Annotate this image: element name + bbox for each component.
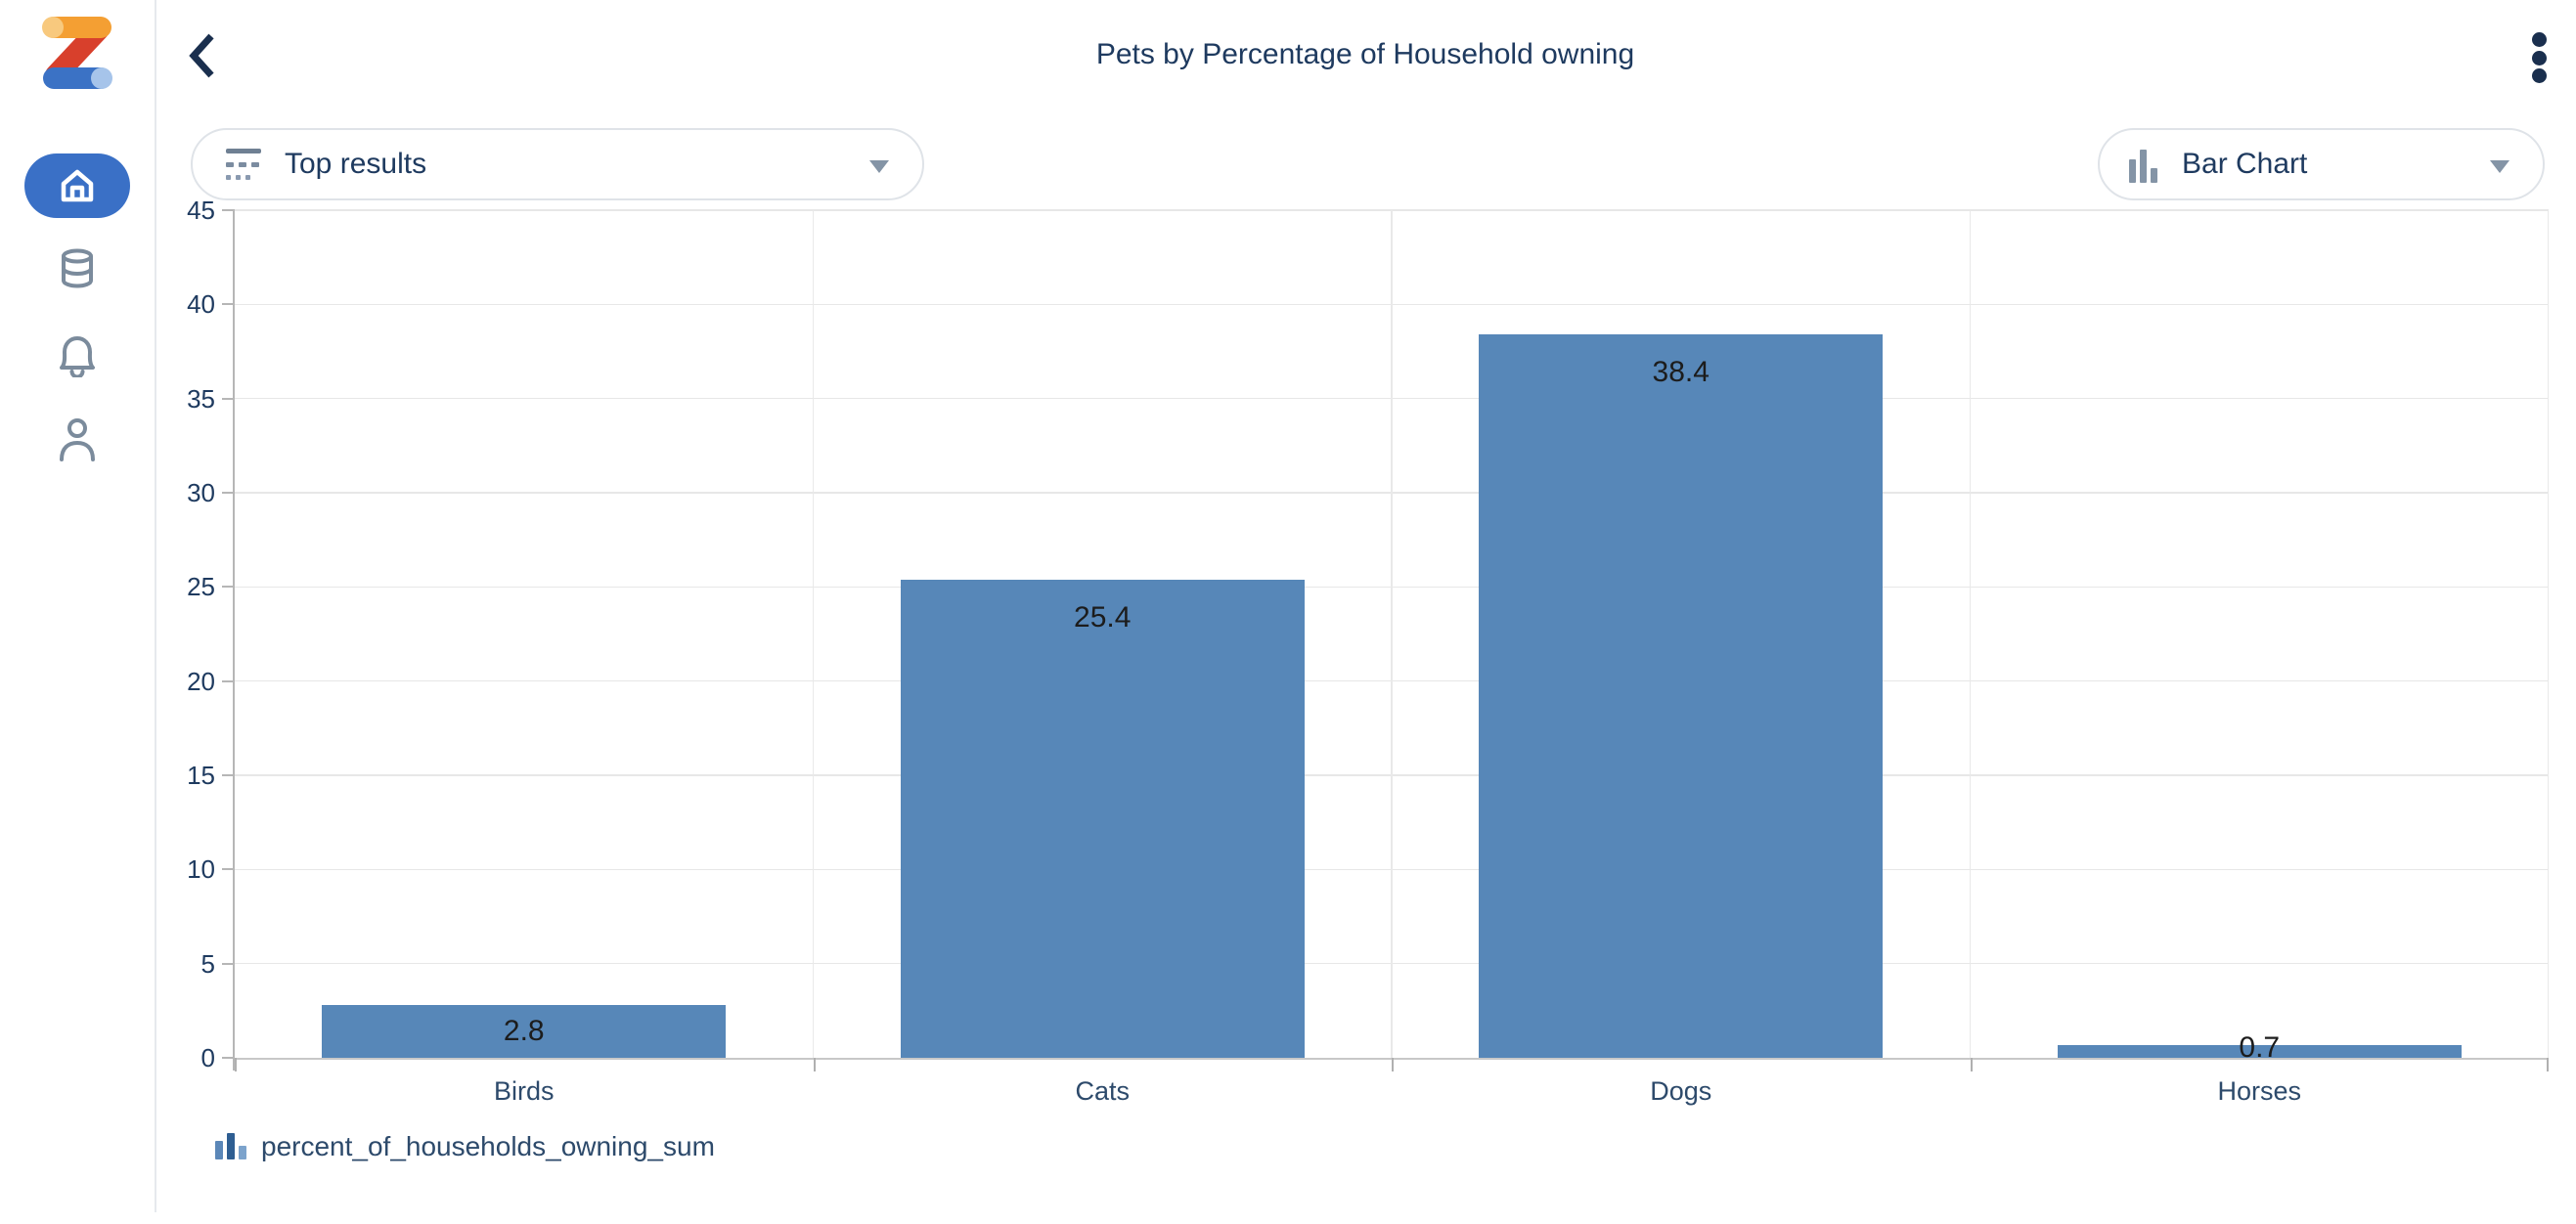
chevron-down-icon <box>2490 160 2509 173</box>
bar-horses[interactable] <box>2057 1044 2462 1058</box>
results-dropdown[interactable]: Top results <box>191 128 924 200</box>
chevron-left-icon <box>189 33 214 78</box>
y-axis-line <box>233 210 235 1071</box>
x-axis-tick <box>813 1058 816 1071</box>
bar-value-label: 2.8 <box>503 1015 545 1048</box>
x-axis-tick <box>1970 1058 1973 1071</box>
x-axis-tick <box>2547 1058 2549 1071</box>
y-axis-tick-label: 35 <box>187 383 215 414</box>
bar-cats[interactable] <box>900 579 1305 1058</box>
y-axis-tick <box>222 303 235 306</box>
bar-dogs[interactable] <box>1479 334 1884 1058</box>
gridline-vertical <box>1969 210 1972 1058</box>
legend-series-icon <box>215 1132 246 1159</box>
y-axis-tick-label: 45 <box>187 196 215 225</box>
bar-birds[interactable] <box>322 1005 727 1058</box>
back-button[interactable] <box>186 32 219 79</box>
zing-logo[interactable] <box>40 15 114 91</box>
home-icon <box>61 169 94 202</box>
y-axis-tick <box>222 679 235 682</box>
y-axis-tick <box>222 868 235 871</box>
y-axis-tick <box>222 586 235 589</box>
y-axis-tick <box>222 209 235 211</box>
kebab-dot <box>2531 32 2547 47</box>
person-icon <box>60 418 95 461</box>
y-axis-tick-label: 5 <box>200 948 215 979</box>
y-axis-tick-label: 30 <box>187 478 215 507</box>
y-axis-tick-label: 20 <box>187 666 215 696</box>
bar-value-label: 25.4 <box>1074 600 1132 634</box>
gridline-vertical <box>2547 210 2549 1058</box>
y-axis-tick <box>222 492 235 494</box>
bar-value-label: 38.4 <box>1652 356 1710 389</box>
y-axis-tick <box>222 774 235 776</box>
x-axis-category-label: Birds <box>493 1076 555 1106</box>
sidebar-item-home[interactable] <box>24 153 130 218</box>
bar-value-label: 0.7 <box>2239 1030 2281 1064</box>
kebab-dot <box>2531 68 2547 83</box>
x-axis-tick <box>235 1058 237 1071</box>
gridline-vertical <box>1391 210 1393 1058</box>
chart-type-dropdown-value: Bar Chart <box>2182 148 2308 180</box>
chevron-down-icon <box>869 160 889 173</box>
sidebar <box>0 0 156 1212</box>
kebab-dot <box>2531 50 2547 66</box>
chart-type-dropdown[interactable]: Bar Chart <box>2098 128 2545 200</box>
bar-chart-icon <box>2129 146 2158 183</box>
bell-icon <box>60 336 95 377</box>
x-axis-category-label: Dogs <box>1650 1076 1712 1106</box>
sidebar-item-data-sources[interactable] <box>0 248 155 289</box>
gridline-vertical <box>812 210 815 1058</box>
x-axis-category-label: Cats <box>1075 1076 1131 1106</box>
results-dropdown-value: Top results <box>285 148 427 180</box>
y-axis-tick-label: 25 <box>187 572 215 602</box>
bar-chart-plot-area: 0 5 10 15 20 25 30 35 40 45 2.8 Birds 25.4 Cats 38.4 Do… <box>187 196 2549 1106</box>
more-options-button[interactable] <box>2529 32 2549 83</box>
zing-logo-icon <box>42 17 112 89</box>
y-axis-tick-label: 15 <box>187 761 215 790</box>
y-axis-tick <box>222 962 235 965</box>
sidebar-item-notifications[interactable] <box>0 332 155 377</box>
sidebar-item-profile[interactable] <box>0 416 155 461</box>
y-axis-tick-label: 10 <box>187 854 215 885</box>
y-axis-tick <box>222 1057 235 1059</box>
y-axis-tick-label: 0 <box>200 1043 215 1072</box>
page-title: Pets by Percentage of Household owning <box>1095 38 1635 70</box>
y-axis-tick <box>222 397 235 400</box>
chart-legend[interactable]: percent_of_households_owning_sum <box>215 1130 715 1161</box>
y-axis-tick-label: 40 <box>187 289 215 320</box>
database-icon <box>62 248 93 288</box>
top-results-icon <box>226 149 261 180</box>
x-axis-category-label: Horses <box>2217 1076 2302 1106</box>
x-axis-tick <box>1392 1058 1394 1071</box>
legend-series-label: percent_of_households_owning_sum <box>261 1131 715 1161</box>
